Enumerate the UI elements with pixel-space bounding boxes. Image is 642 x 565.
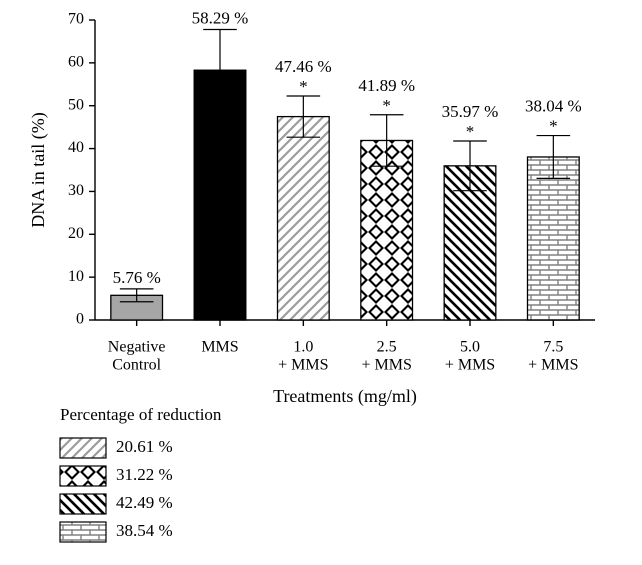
bar-value-label: 58.29 % (192, 8, 249, 27)
legend-item-3: 38.54 % (60, 521, 173, 542)
x-tick-label: Control (112, 356, 161, 373)
legend-item-2: 42.49 % (60, 493, 173, 514)
legend-item-0: 20.61 % (60, 437, 173, 458)
legend: Percentage of reduction 20.61 % 31.22 % 42.… (60, 405, 222, 542)
x-tick-label: + MMS (361, 356, 411, 373)
bar-3: *41.89 % (358, 76, 415, 320)
bar-value-label: 47.46 % (275, 57, 332, 76)
bar-5: *38.04 % (525, 97, 582, 320)
bar-value-label: 38.04 % (525, 97, 582, 116)
legend-swatch (60, 522, 106, 542)
x-tick-label: Negative (108, 338, 166, 355)
y-tick-label: 50 (68, 96, 84, 113)
bar-rect (528, 157, 580, 320)
x-tick-label: + MMS (445, 356, 495, 373)
x-tick-label: 5.0 (460, 338, 480, 355)
significance-marker: * (299, 77, 308, 96)
bar-value-label: 35.97 % (442, 102, 499, 121)
y-tick-label: 60 (68, 54, 84, 71)
y-tick-label: 0 (76, 311, 84, 328)
x-tick-label: MMS (201, 338, 238, 355)
bar-2: *47.46 % (275, 57, 332, 320)
significance-marker: * (466, 122, 475, 141)
y-tick-label: 20 (68, 225, 84, 242)
bar-1: 58.29 % (192, 8, 249, 320)
x-tick-label: + MMS (278, 356, 328, 373)
bar-rect (278, 117, 330, 320)
legend-label: 31.22 % (116, 465, 173, 484)
x-tick-label: + MMS (528, 356, 578, 373)
y-axis-label: DNA in tail (%) (28, 112, 49, 227)
legend-item-1: 31.22 % (60, 465, 173, 486)
legend-swatch (60, 466, 106, 486)
significance-marker: * (549, 117, 558, 136)
y-tick-label: 70 (68, 11, 84, 28)
y-tick-label: 10 (68, 268, 84, 285)
y-tick-label: 30 (68, 182, 84, 199)
legend-label: 42.49 % (116, 493, 173, 512)
y-tick-label: 40 (68, 139, 84, 156)
bar-4: *35.97 % (442, 102, 499, 320)
bar-rect (361, 140, 413, 320)
legend-label: 38.54 % (116, 521, 173, 540)
bar-0: 5.76 % (111, 268, 163, 320)
legend-swatch (60, 494, 106, 514)
x-tick-label: 2.5 (377, 338, 397, 355)
dna-tail-bar-chart: 0 10 20 30 40 50 60 70 DNA in tail (%) NegativeCo… (0, 0, 642, 565)
bars: 5.76 %58.29 %*47.46 %*41.89 %*35.97 %*38… (111, 8, 582, 320)
legend-label: 20.61 % (116, 437, 173, 456)
x-axis-label: Treatments (mg/ml) (273, 386, 417, 407)
x-tick-label: 1.0 (293, 338, 313, 355)
x-tick-label: 7.5 (543, 338, 563, 355)
legend-swatch (60, 438, 106, 458)
significance-marker: * (382, 96, 391, 115)
legend-title: Percentage of reduction (60, 405, 222, 424)
bar-value-label: 41.89 % (358, 76, 415, 95)
bar-value-label: 5.76 % (113, 268, 161, 287)
